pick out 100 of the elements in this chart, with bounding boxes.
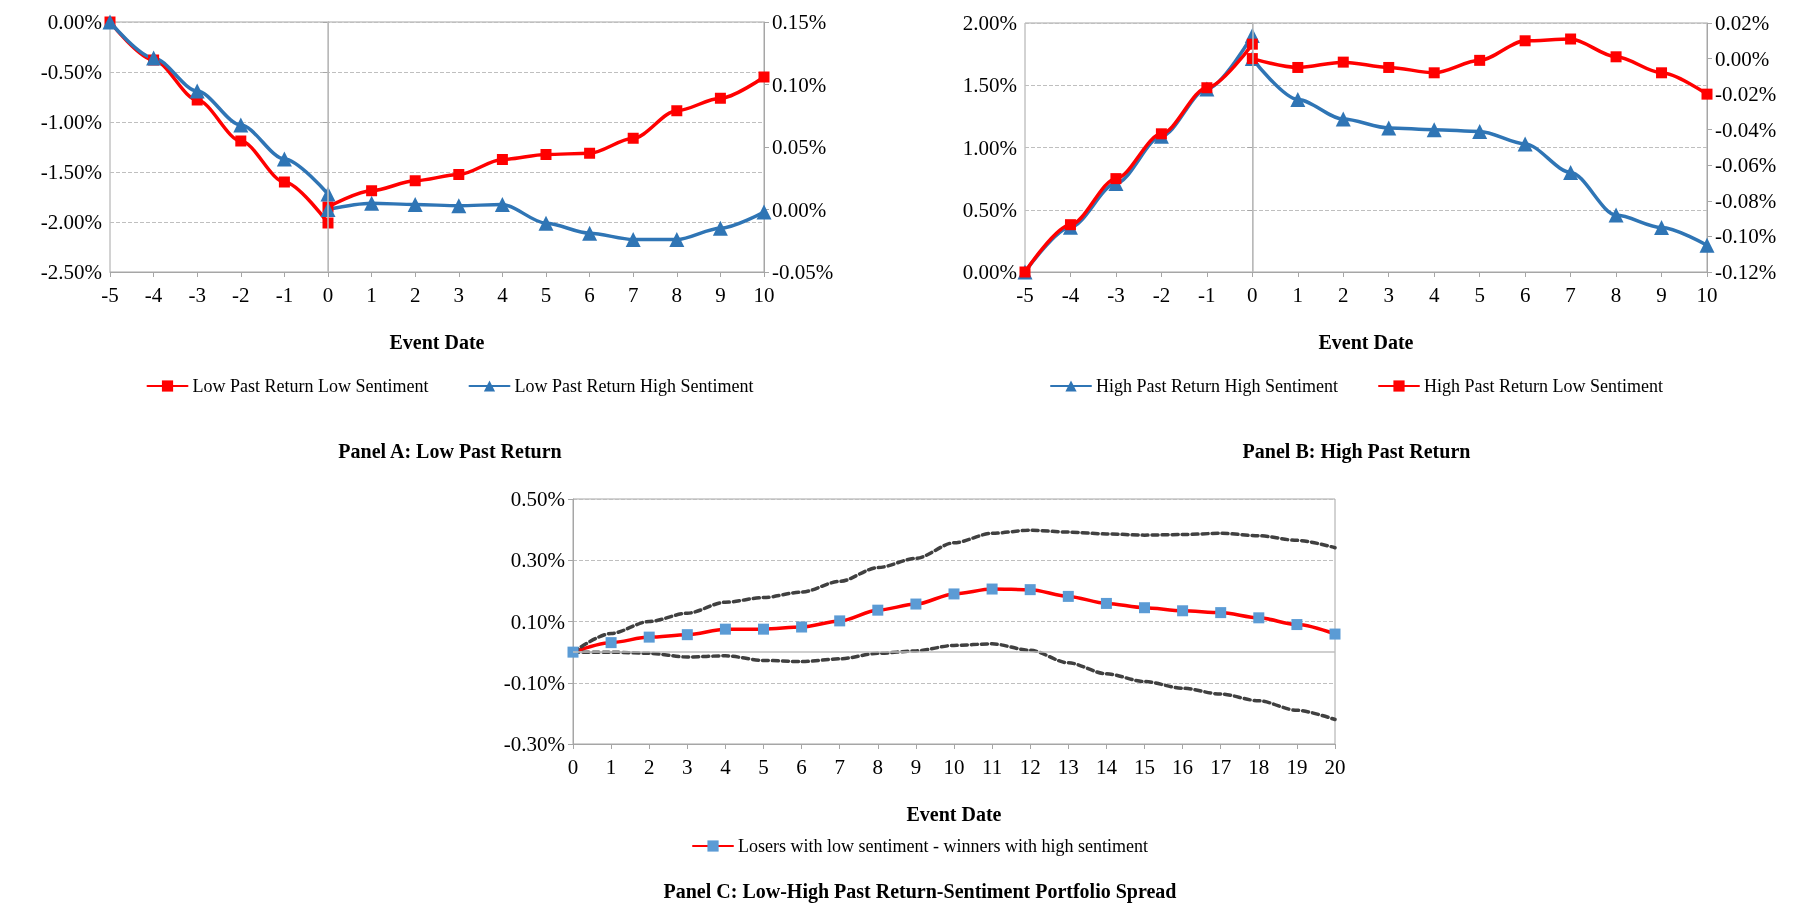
x-tick-label: -4 xyxy=(144,282,163,307)
x-tick-label: 3 xyxy=(453,282,465,307)
point xyxy=(986,583,998,595)
point xyxy=(567,646,579,658)
x-tick-label: -2 xyxy=(1152,282,1171,307)
x-tick-label: 13 xyxy=(1057,754,1079,779)
y2-tick-label: -0.12% xyxy=(1715,260,1777,284)
x-tick-label: 9 xyxy=(1656,282,1667,307)
legend-label: Low Past Return High Sentiment xyxy=(514,376,754,396)
y2-tick-label: -0.05% xyxy=(772,260,834,284)
point xyxy=(719,623,731,635)
point xyxy=(496,154,508,165)
point xyxy=(1292,61,1304,73)
y2-tick-label: 0.02% xyxy=(1715,11,1770,35)
point xyxy=(1608,207,1624,223)
point xyxy=(948,588,960,600)
point xyxy=(233,117,249,133)
y-tick-label: 1.00% xyxy=(962,135,1017,160)
x-tick-label: 18 xyxy=(1248,754,1270,779)
point xyxy=(756,204,772,220)
point xyxy=(276,151,292,167)
x-tick-label: 7 xyxy=(834,754,845,779)
y2-tick-label: 0.00% xyxy=(772,197,827,222)
x-tick-label: 5 xyxy=(1474,282,1485,307)
point xyxy=(407,197,423,212)
text: Panel A: Low Past Return xyxy=(338,440,562,462)
x-tick-label: 8 xyxy=(1610,282,1622,307)
point xyxy=(605,637,617,649)
point xyxy=(1177,605,1189,617)
y2-tick-label: 0.05% xyxy=(772,135,827,159)
x-tick-label: 16 xyxy=(1172,754,1194,779)
point xyxy=(1654,220,1670,236)
x-tick-label: 17 xyxy=(1210,754,1232,779)
x-tick-label: 7 xyxy=(1565,282,1576,307)
point xyxy=(494,197,510,212)
point xyxy=(1610,51,1622,63)
x-axis-title: Event Date xyxy=(906,803,1002,825)
x-tick-label: 6 xyxy=(1519,282,1531,307)
point xyxy=(796,621,808,633)
x-tick-label: 3 xyxy=(1383,282,1394,307)
point xyxy=(1024,584,1036,596)
x-tick-label: -5 xyxy=(1016,282,1034,307)
y2-tick-label: -0.04% xyxy=(1715,117,1777,142)
point xyxy=(1472,123,1488,139)
point xyxy=(1474,54,1486,66)
x-tick-label: 5 xyxy=(540,282,552,307)
x-tick-label: 9 xyxy=(715,282,726,307)
y-tick-label: -2.50% xyxy=(40,260,102,284)
point xyxy=(671,105,683,117)
y2-tick-label: -0.02% xyxy=(1715,82,1777,107)
point xyxy=(409,175,421,187)
point xyxy=(643,631,655,643)
x-tick-label: -2 xyxy=(232,282,250,307)
x-tick-label: 6 xyxy=(796,754,807,779)
x-tick-label: 20 xyxy=(1324,754,1346,779)
point xyxy=(453,169,465,180)
x-tick-label: -5 xyxy=(101,282,119,307)
x-tick-label: 2 xyxy=(643,754,655,779)
x-tick-label: 4 xyxy=(497,282,509,307)
y-tick-label: -1.50% xyxy=(40,160,102,184)
point xyxy=(1519,35,1531,47)
y-tick-label: -2.00% xyxy=(40,210,102,234)
point xyxy=(451,198,467,214)
x-tick-label: 3 xyxy=(682,754,693,779)
point xyxy=(712,220,728,236)
x-tick-label: 8 xyxy=(671,282,683,307)
y-tick-label: 0.50% xyxy=(962,197,1017,222)
x-tick-label: 5 xyxy=(758,754,769,779)
point xyxy=(278,176,290,188)
point xyxy=(669,232,685,247)
x-tick-label: 0 xyxy=(567,754,579,779)
point xyxy=(584,147,596,159)
x-tick-label: 19 xyxy=(1286,754,1308,779)
y2-tick-label: 0.15% xyxy=(772,10,827,34)
x-tick-label: -1 xyxy=(275,282,294,307)
point xyxy=(1337,56,1349,68)
point xyxy=(1253,612,1265,624)
legend-label: Losers with low sentiment - winners with high sentiment xyxy=(738,836,1148,856)
y-tick-label: 0.00% xyxy=(47,10,102,34)
x-axis-title: Event Date xyxy=(389,331,485,353)
point xyxy=(1381,120,1397,136)
x-tick-label: -3 xyxy=(188,282,206,307)
point xyxy=(1426,122,1442,138)
point xyxy=(1656,67,1668,79)
x-tick-label: 14 xyxy=(1095,754,1118,779)
point xyxy=(364,195,380,211)
point xyxy=(1383,61,1395,73)
point xyxy=(1335,111,1351,127)
y-tick-label: 1.50% xyxy=(962,73,1017,98)
point xyxy=(627,132,639,144)
x-tick-label: 12 xyxy=(1019,754,1041,779)
y-tick-label: -1.00% xyxy=(40,110,102,134)
point xyxy=(538,215,554,231)
x-tick-label: -1 xyxy=(1198,282,1216,307)
x-tick-label: 1 xyxy=(1292,282,1304,307)
y-tick-label: 0.50% xyxy=(510,487,565,511)
text: Panel B: High Past Return xyxy=(1242,440,1471,463)
point xyxy=(1062,590,1074,602)
x-tick-label: 1 xyxy=(605,754,617,779)
point xyxy=(1139,602,1150,614)
